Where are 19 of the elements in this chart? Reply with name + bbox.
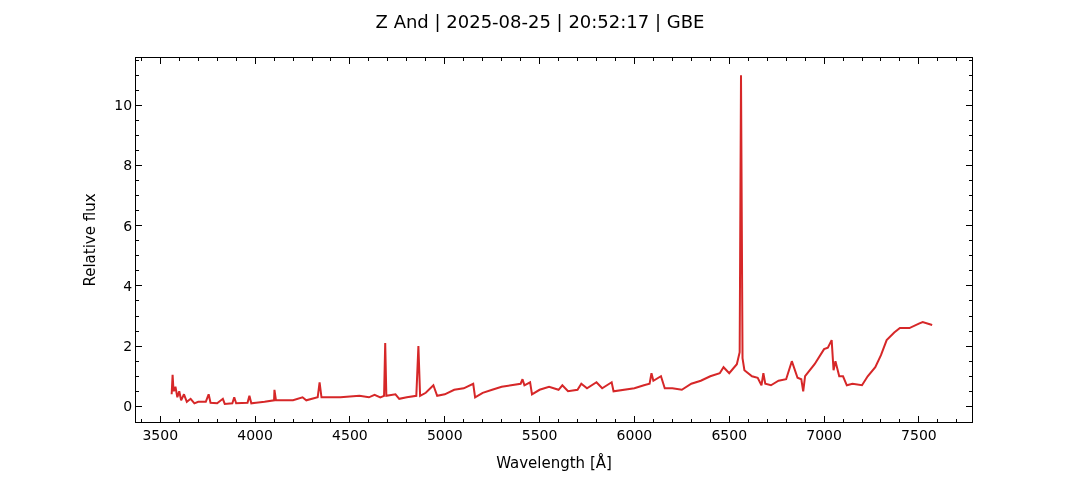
x-tick-label: 5000	[426, 426, 463, 443]
x-tick-label: 7500	[901, 426, 937, 443]
x-axis-title: Wavelength [Å]	[496, 452, 612, 472]
x-tick-label: 3500	[142, 426, 179, 443]
line-series	[170, 74, 934, 405]
y-tick-label: 8	[123, 157, 133, 174]
y-tick-label: 6	[123, 217, 133, 234]
x-tick-label: 6000	[616, 426, 653, 443]
y-tick-label: 0	[123, 398, 133, 415]
x-tick-label: 6500	[711, 426, 748, 443]
y-axis-title: Relative flux	[80, 193, 99, 287]
y-tick-label: 2	[123, 338, 133, 355]
y-tick-label: 10	[114, 97, 133, 114]
x-tick-label: 4000	[237, 426, 273, 443]
chart-title: Z And | 2025-08-25 | 20:52:17 | GBE	[375, 10, 705, 32]
x-tick-label: 7000	[806, 426, 842, 443]
x-tick-label: 4500	[332, 426, 368, 443]
x-tick-label: 5500	[521, 426, 558, 443]
y-tick-label: 4	[123, 277, 133, 294]
